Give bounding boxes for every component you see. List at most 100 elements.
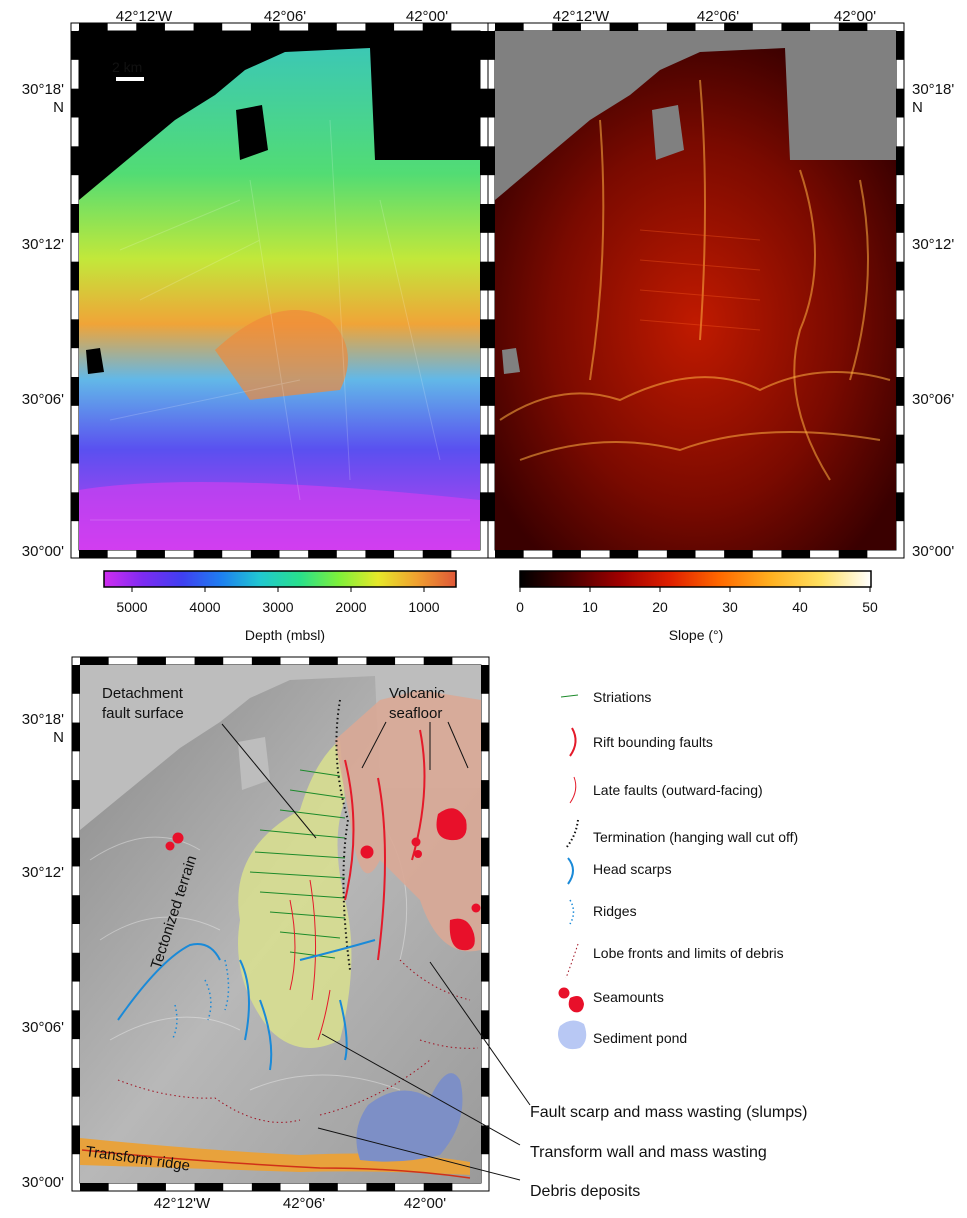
slope-data-gap-small xyxy=(502,348,520,374)
colorbar-tick-label: 3000 xyxy=(262,599,293,615)
legend: Striations Rift bounding faults Late fau… xyxy=(558,689,798,1050)
legend-item: Sediment pond xyxy=(558,1020,687,1050)
lon-label: 42°12'W xyxy=(553,8,610,25)
striation-icon xyxy=(560,694,579,698)
interp-relief-texture xyxy=(89,819,408,1091)
lat-label: 30°18' xyxy=(912,81,954,98)
colorbar-tick-label: 4000 xyxy=(189,599,220,615)
sediment-pond-icon xyxy=(558,1020,587,1050)
lon-label: 42°00' xyxy=(404,1195,446,1212)
ridge-icon xyxy=(569,899,575,925)
lat-label: 30°12' xyxy=(912,236,954,253)
slope-map-lon-labels: 42°12'W 42°06' 42°00' xyxy=(553,8,876,25)
legend-item: Ridges xyxy=(569,899,637,925)
colorbar-tick-label: 40 xyxy=(792,599,808,615)
lon-label: 42°06' xyxy=(264,8,306,25)
rift-fault-icon xyxy=(569,727,577,757)
interp-lat-labels: 30°18' N 30°12' 30°06' 30°00' xyxy=(22,711,64,1191)
legend-label: Seamounts xyxy=(593,989,664,1005)
lon-label: 42°00' xyxy=(834,8,876,25)
depth-colorbar: 5000 4000 3000 2000 1000 Depth (mbsl) xyxy=(103,570,457,643)
lat-label: 30°06' xyxy=(22,1019,64,1036)
slope-map-panel xyxy=(495,31,896,550)
lon-label: 42°12'W xyxy=(154,1195,211,1212)
colorbar-tick-label: 20 xyxy=(652,599,668,615)
slope-colorbar-label: Slope (°) xyxy=(669,627,724,643)
legend-item: Striations xyxy=(560,689,651,705)
lat-label: 30°06' xyxy=(22,391,64,408)
callout-debris: Debris deposits xyxy=(530,1183,640,1200)
lon-label: 42°00' xyxy=(406,8,448,25)
callout-transform-wall: Transform wall and mass wasting xyxy=(530,1144,767,1161)
transform-fault-trace xyxy=(81,1149,471,1179)
slope-map-lat-labels: 30°18' N 30°12' 30°06' 30°00' xyxy=(912,81,954,560)
north-label: N xyxy=(53,729,64,746)
interp-lon-labels: 42°12'W 42°06' 42°00' xyxy=(154,1195,446,1212)
lat-label: 30°12' xyxy=(22,236,64,253)
volcanic-label: Volcanic xyxy=(389,685,445,702)
depth-data-gap xyxy=(236,105,268,160)
late-faults xyxy=(289,879,331,1041)
head-scarps xyxy=(117,939,376,1071)
sediment-pond xyxy=(356,1073,463,1162)
legend-label: Lobe fronts and limits of debris xyxy=(593,945,784,961)
depth-colorbar-label: Depth (mbsl) xyxy=(245,627,325,643)
colorbar-tick-label: 2000 xyxy=(335,599,366,615)
lat-label: 30°06' xyxy=(912,391,954,408)
termination-icon xyxy=(565,819,579,849)
depth-map-lat-labels: 30°18' N 30°12' 30°06' 30°00' xyxy=(22,81,64,560)
slope-ridges xyxy=(499,79,891,481)
volcanic-seafloor xyxy=(335,690,481,952)
volcanic-label: seafloor xyxy=(389,705,442,722)
lon-label: 42°06' xyxy=(697,8,739,25)
depth-map-lon-labels: 42°12'W 42°06' 42°00' xyxy=(116,8,448,25)
detachment-label: Detachment xyxy=(102,685,184,702)
legend-label: Sediment pond xyxy=(593,1030,687,1046)
transform-ridge xyxy=(80,1138,470,1175)
late-fault-icon xyxy=(569,776,577,804)
slope-data-gap xyxy=(652,105,684,160)
ridges xyxy=(171,959,230,1041)
slope-colorbar-ramp xyxy=(519,570,872,588)
depth-colorbar-ramp xyxy=(103,570,457,588)
depth-hillshade-texture xyxy=(90,119,470,521)
legend-label: Striations xyxy=(593,689,651,705)
slope-map-surface xyxy=(495,48,896,550)
depth-map-panel: 2 km xyxy=(79,31,480,550)
termination-line xyxy=(335,699,351,971)
lobe-front-icon xyxy=(565,943,579,979)
colorbar-tick-label: 50 xyxy=(862,599,878,615)
north-label: N xyxy=(912,99,923,116)
lon-label: 42°06' xyxy=(283,1195,325,1212)
scale-bar-label: 2 km xyxy=(112,59,142,75)
legend-label: Ridges xyxy=(593,903,637,919)
colorbar-tick-label: 10 xyxy=(582,599,598,615)
colorbar-tick-label: 30 xyxy=(722,599,738,615)
seamounts xyxy=(165,808,481,951)
callout-fault-scarp: Fault scarp and mass wasting (slumps) xyxy=(530,1104,807,1121)
depth-data-gap-small xyxy=(86,348,104,374)
slope-striation-texture xyxy=(639,229,761,331)
colorbar-tick-label: 5000 xyxy=(116,599,147,615)
legend-label: Late faults (outward-facing) xyxy=(593,782,763,798)
lobe-fronts xyxy=(117,959,479,1123)
scale-bar xyxy=(116,77,144,81)
legend-item: Termination (hanging wall cut off) xyxy=(565,819,798,849)
seamount-icon xyxy=(558,987,584,1013)
north-label: N xyxy=(53,99,64,116)
lat-label: 30°00' xyxy=(912,543,954,560)
head-scarp-icon xyxy=(567,857,574,885)
depth-map-surface xyxy=(79,48,480,550)
depth-shallow-massif xyxy=(215,310,348,400)
lat-label: 30°18' xyxy=(22,711,64,728)
lon-label: 42°12'W xyxy=(116,8,173,25)
depth-deep-trough xyxy=(79,482,480,550)
lat-label: 30°12' xyxy=(22,864,64,881)
legend-item: Late faults (outward-facing) xyxy=(569,776,763,804)
detachment-label: fault surface xyxy=(102,705,184,722)
legend-item: Lobe fronts and limits of debris xyxy=(565,943,784,979)
interpretation-map-panel: Detachment fault surface Volcanic seaflo… xyxy=(80,665,807,1200)
colorbar-tick-label: 1000 xyxy=(408,599,439,615)
legend-label: Rift bounding faults xyxy=(593,734,713,750)
